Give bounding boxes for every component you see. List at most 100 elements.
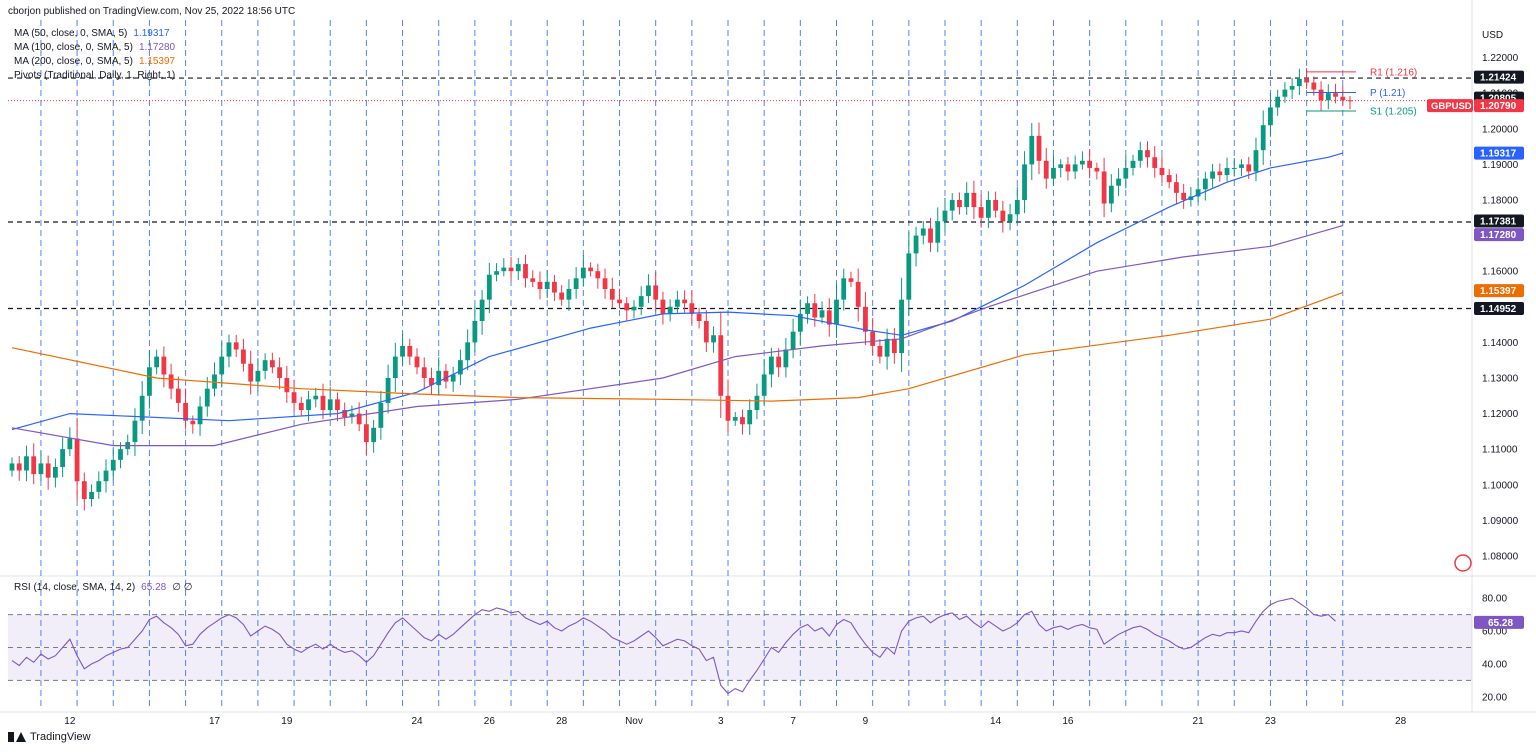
candle-down [320,395,326,411]
candle-down [877,345,883,357]
candle-down [1152,157,1158,168]
symbol-tag-text: GBPUSD [1431,101,1472,112]
candle-up [949,199,955,211]
candle-up [732,417,738,421]
time-tick-label: 12 [64,716,76,727]
candle-up [646,285,651,297]
candle-down [1159,167,1165,176]
candle-down [957,199,962,208]
candle-up [797,313,803,332]
candle-up [1210,171,1215,179]
candle-down [1065,164,1071,172]
candles [9,68,1353,511]
candle-down [429,377,434,386]
ma50-line [11,152,1343,431]
candle-up [212,374,217,389]
price-tick-label: 1.19000 [1482,160,1519,171]
candle-down [559,292,565,300]
candle-up [52,466,58,478]
time-axis: 12 17 19 24 26 28 Nov 3 7 9 14 16 21 23 28 [64,716,1406,727]
time-tick-label: 14 [990,716,1002,727]
candle-down [16,463,22,471]
candle-down [1000,210,1006,222]
candle-down [291,392,297,403]
price-tick-label: 1.08000 [1482,551,1519,562]
candle-up [197,406,203,425]
candle-up [1108,185,1114,204]
candle-down [363,424,369,443]
flag-icon [1454,554,1472,572]
candle-up [906,253,912,300]
candle-up [1022,164,1027,200]
candle-up [255,370,261,382]
candle-up [667,306,673,314]
candle-up [580,267,586,279]
price-label-box [1474,146,1524,160]
candle-up [378,402,384,428]
candle-down [74,438,80,482]
candle-up [1051,167,1056,179]
candle-up [226,342,232,357]
price-label-box [1474,228,1524,242]
price-label-text: 1.15397 [1480,286,1517,297]
price-tick-label: 1.22000 [1482,53,1519,64]
candle-down [891,338,897,354]
candle-up [935,221,941,243]
price-label-box [1474,214,1524,228]
candle-up [132,420,138,443]
candle-up [899,299,904,354]
candle-down [552,281,557,293]
published-header: cborjon published on TradingView.com, No… [8,6,296,17]
candle-up [313,395,319,400]
candle-down [1166,175,1172,183]
candle-down [1217,171,1223,176]
candle-down [863,306,868,332]
price-label-box [1474,99,1524,113]
candle-down [1304,78,1310,83]
legend-ma100-value: 1.17280 [138,42,176,53]
candle-down [175,388,181,403]
candle-down [718,335,724,396]
tradingview-logo[interactable]: TradingView [8,731,91,743]
candle-down [443,370,449,382]
candle-up [1123,167,1129,179]
candle-down [407,345,413,357]
candle-up [819,310,825,318]
candle-up [761,374,767,396]
pivot-label: P (1.21) [1370,88,1405,99]
time-tick-label: 28 [1395,716,1407,727]
price-label-box [1474,70,1524,84]
candle-up [385,377,391,403]
candle-up [1014,199,1020,215]
candle-up [515,264,521,272]
price-label-text: 1.20790 [1480,101,1517,112]
candle-down [870,331,876,346]
candle-down [421,367,427,378]
candle-up [1116,178,1121,186]
candle-up [913,235,919,254]
candle-up [1058,164,1064,168]
candle-up [1007,214,1013,222]
candle-up [1268,107,1273,126]
price-tick-label: 1.12000 [1482,409,1519,420]
candle-up [1072,164,1078,172]
candle-down [1145,150,1150,158]
candle-up [920,228,926,236]
candle-up [458,360,463,375]
candle-down [602,278,608,289]
rsi-tick-label: 40.00 [1482,659,1507,670]
candle-up [24,456,29,471]
candle-down [233,342,239,350]
candle-up [790,331,796,350]
time-tick-label: 19 [281,716,293,727]
candle-down [284,377,290,393]
candle-down [740,417,745,425]
candle-up [472,321,478,343]
candle-down [1036,135,1042,161]
candle-up [219,356,225,375]
candle-down [298,402,304,411]
candle-down [855,281,861,307]
pivot-label: S1 (1.205) [1370,106,1417,117]
candle-up [204,388,210,407]
candle-up [1195,189,1201,197]
